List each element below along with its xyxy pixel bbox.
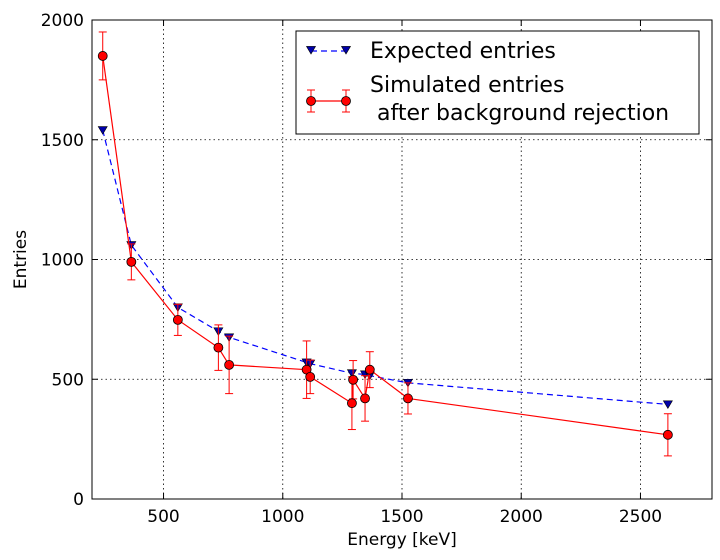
legend-marker xyxy=(340,46,352,55)
series xyxy=(97,31,673,457)
y-tick-label: 0 xyxy=(73,490,84,510)
data-point xyxy=(662,400,673,410)
legend-marker xyxy=(341,96,351,106)
x-tick-label: 2500 xyxy=(619,507,662,527)
legend-label-line: Simulated entries xyxy=(370,73,564,98)
data-point xyxy=(126,256,137,267)
data-point xyxy=(213,342,224,353)
series-simulated xyxy=(97,31,673,457)
data-point xyxy=(347,398,357,409)
legend-label-expected: Expected entries xyxy=(370,39,556,64)
legend-box xyxy=(295,30,700,135)
y-axis-label: Entries xyxy=(11,230,31,289)
legend-marker xyxy=(306,96,316,106)
y-tick-label: 1500 xyxy=(41,131,84,151)
data-point xyxy=(662,429,673,440)
legend-item-simulated: Simulated entries after background rejec… xyxy=(306,73,669,126)
x-tick-label: 1500 xyxy=(380,507,423,527)
ticks: 500 1000 1500 2000 2500 0 500 1000 1500 2000 xyxy=(41,11,712,527)
legend: Expected entries Simulated entries after … xyxy=(295,30,700,135)
legend-label-simulated: Simulated entries after background rejec… xyxy=(370,73,669,126)
legend-item-expected: Expected entries xyxy=(305,39,556,64)
data-point xyxy=(346,369,357,378)
data-point xyxy=(97,51,108,61)
y-tick-label: 1000 xyxy=(41,251,84,271)
data-point xyxy=(305,371,316,382)
data-point xyxy=(403,393,413,404)
y-tick-label: 500 xyxy=(52,370,84,390)
data-point xyxy=(360,393,370,404)
x-tick-label: 1000 xyxy=(261,507,304,527)
legend-label-line: after background rejection xyxy=(370,101,669,126)
x-axis-label: Energy [keV] xyxy=(347,530,457,550)
grid xyxy=(92,20,712,499)
x-tick-label: 500 xyxy=(147,507,179,527)
x-tick-label: 2000 xyxy=(500,507,543,527)
series-line xyxy=(102,130,668,405)
data-point xyxy=(97,126,108,135)
legend-marker xyxy=(305,46,317,55)
data-point xyxy=(224,359,235,370)
y-tick-label: 2000 xyxy=(41,11,84,31)
data-point xyxy=(364,364,375,375)
data-point xyxy=(348,374,359,385)
data-point xyxy=(172,314,183,325)
